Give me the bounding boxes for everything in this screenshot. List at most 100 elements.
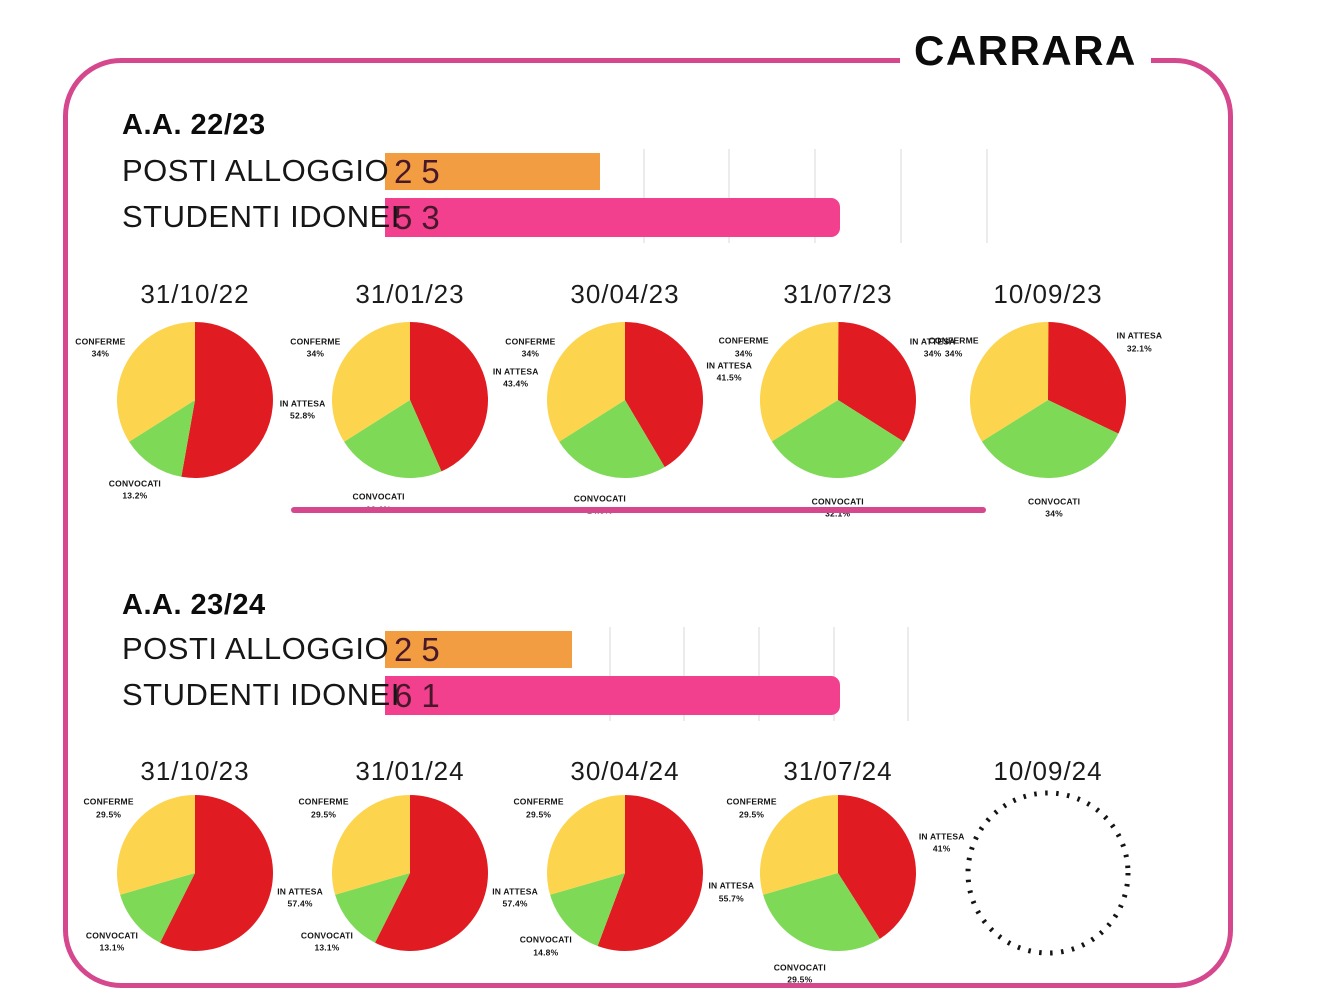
pie-slice-name: CONVOCATI [773, 962, 826, 973]
pie-slice-name: CONFERME [505, 336, 556, 347]
bar-gridline [900, 149, 903, 243]
pie-slice-label: CONFERME 34% [929, 335, 979, 360]
pie-slice-label: CONVOCATI 29.5% [774, 962, 826, 987]
pie-chart [760, 795, 916, 951]
section-title: A.A. 23/24 [122, 589, 266, 621]
pie-slice-in-attesa [181, 322, 273, 478]
pie-slice-percent: 34% [91, 349, 110, 359]
pie-slice-name: CONVOCATI [573, 493, 626, 504]
section-aa-23-24: A.A. 23/24 25 61 POSTI ALLOGGIO STUDENTI ID… [68, 63, 1228, 985]
pie-slice-in-attesa [838, 322, 916, 442]
posti-alloggio-bar: 25 [385, 153, 600, 190]
pie-slice-percent: 55.7% [718, 893, 744, 904]
pie-date-label: 10/09/23 [993, 279, 1103, 309]
pie-slice-label: CONFERME 34% [719, 335, 769, 360]
bar-value: 25 [394, 152, 449, 190]
pie-slice-label: IN ATTESA 52.8% [280, 397, 326, 422]
bar-gridline [832, 627, 835, 721]
pie-slice-name: CONFERME [726, 796, 777, 807]
pie-slice-label: CONVOCATI 13.1% [86, 930, 138, 955]
pie-slice-label: IN ATTESA 34% [910, 336, 956, 361]
pie-slice-name: CONFERME [718, 336, 769, 347]
pie-slice-name: CONVOCATI [1028, 496, 1081, 507]
pie-slice-label: CONFERME 29.5% [513, 796, 563, 821]
pie-slice-conferme [117, 795, 195, 895]
pie-slice-in-attesa [625, 322, 704, 468]
pie-slice-convocati [771, 400, 904, 479]
pie-date-label: 31/10/23 [140, 756, 250, 786]
pie-chart [759, 321, 916, 479]
pie-slice-percent: 29.5% [311, 809, 337, 820]
pie-slice-name: CONFERME [513, 796, 564, 807]
bar-category-label: STUDENTI IDONEI [122, 676, 400, 712]
bar-value: 61 [394, 676, 449, 714]
pie-slice-percent: 34% [944, 348, 963, 359]
pie-slice-percent: 34% [1045, 508, 1063, 519]
pie-slice-label: IN ATTESA 43.4% [493, 365, 539, 390]
pie-cell: 30/04/24 IN ATTESA 55.7% CONVOCATI 14.8% CONF… [510, 755, 753, 1007]
pie-cell: 10/09/23 IN ATTESA 32.1% CONVOCATI 34% CONFER… [929, 278, 1163, 530]
bar-gridline [683, 627, 686, 721]
pie-slice-percent: 34% [306, 349, 325, 359]
pie-slice-convocati [120, 873, 195, 943]
section-separator [291, 507, 986, 513]
pie-date-label: 31/01/24 [355, 756, 465, 786]
pie-slice-name: CONVOCATI [85, 930, 139, 941]
pie-slice-percent: 34% [734, 348, 753, 359]
pie-slice-percent: 13.1% [99, 943, 125, 954]
pie-chart [117, 322, 273, 478]
pie-chart [117, 795, 274, 951]
pie-slice-percent: 34% [923, 349, 942, 359]
pie-slice-name: CONFERME [75, 336, 126, 347]
pie-slice-label: IN ATTESA 32.1% [1117, 330, 1163, 355]
pie-slice-name: IN ATTESA [918, 831, 965, 842]
pie-slice-label: CONVOCATI 34% [1028, 495, 1080, 520]
studenti-idonei-bar: 61 [385, 676, 840, 715]
region-title: CARRARA [900, 26, 1151, 76]
pie-slice-in-attesa [1048, 322, 1127, 434]
pie-slice-name: IN ATTESA [492, 366, 539, 377]
pie-slice-name: IN ATTESA [909, 336, 956, 347]
pie-slice-label: IN ATTESA 57.4% [492, 886, 538, 911]
pie-slice-name: IN ATTESA [279, 398, 326, 409]
pie-slice-label: IN ATTESA 55.7% [708, 880, 754, 905]
bar-gridline [907, 627, 910, 721]
bar-chart: 25 61 [385, 627, 1025, 721]
pie-slice-percent: 32.1% [1126, 343, 1152, 354]
pie-slice-conferme [332, 795, 410, 895]
pie-slice-percent: 34% [521, 349, 540, 359]
pie-slice-label: IN ATTESA 57.4% [277, 886, 323, 911]
pie-slice-percent: 43.4% [503, 378, 529, 389]
pie-slice-name: IN ATTESA [708, 880, 755, 891]
pie-date-label: 30/04/24 [570, 756, 680, 786]
pie-chart [332, 795, 489, 951]
pie-slice-label: CONFERME 34% [505, 336, 555, 361]
pie-slice-percent: 13.2% [122, 490, 148, 501]
pie-placeholder-circle [965, 790, 1131, 956]
pie-slice-label: CONFERME 29.5% [298, 796, 348, 821]
pie-slice-name: CONFERME [298, 796, 349, 807]
bar-category-label: STUDENTI IDONEI [122, 198, 400, 234]
pie-chart [547, 795, 704, 951]
pie-cell: 31/10/22 IN ATTESA 52.8% CONVOCATI 13.2% CONF… [75, 278, 325, 530]
pie-slice-percent: 29.5% [787, 975, 813, 985]
pie-slice-percent: 29.5% [526, 809, 552, 820]
pie-slice-name: CONVOCATI [352, 491, 405, 502]
pie-slice-name: CONFERME [928, 336, 979, 347]
pie-cell: 31/10/23 IN ATTESA 57.4% CONVOCATI 13.1% CONF… [80, 755, 322, 1007]
pie-slice-name: CONFERME [83, 796, 134, 807]
pie-slice-label: CONVOCATI 14.8% [520, 934, 572, 959]
pie-slice-name: IN ATTESA [1116, 331, 1163, 342]
pie-slice-name: IN ATTESA [277, 886, 323, 897]
pie-slice-name: CONVOCATI [519, 935, 572, 946]
pie-slice-label: CONVOCATI 13.1% [301, 930, 353, 955]
pie-slice-percent: 32.1% [825, 509, 851, 519]
pie-slice-in-attesa [375, 795, 489, 951]
pie-slice-percent: 29.5% [96, 809, 122, 820]
bar-gridline [814, 149, 817, 243]
pie-slice-name: IN ATTESA [706, 360, 753, 371]
bar-gridline [728, 149, 731, 243]
pie-slice-convocati [550, 873, 625, 947]
